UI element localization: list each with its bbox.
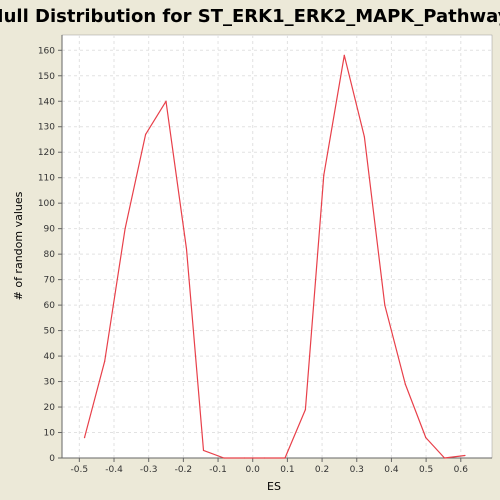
y-tick-label: 70	[44, 276, 56, 286]
y-tick-label: 90	[44, 225, 56, 235]
data-point	[404, 383, 406, 385]
data-point	[363, 136, 365, 138]
x-tick-label: -0.1	[209, 465, 227, 475]
x-tick-label: 0.0	[246, 465, 261, 475]
data-point	[304, 408, 307, 411]
data-point	[202, 449, 205, 451]
series-line	[83, 54, 466, 459]
data-point	[425, 437, 427, 439]
y-tick-label: 160	[38, 46, 55, 56]
axis-layer: 0 10 20 30 40 50 60 70 80 90 100 110 120 130 140 150 160…	[38, 35, 492, 475]
y-tick-label: 40	[44, 352, 56, 362]
x-tick-label: -0.2	[175, 465, 193, 475]
y-tick-label: 130	[38, 123, 55, 133]
data-point	[124, 228, 126, 230]
x-tick-label: 0.2	[315, 465, 329, 475]
data-point	[83, 437, 86, 439]
y-tick-label: 20	[44, 403, 56, 413]
x-tick-label: 0.1	[280, 465, 294, 475]
y-tick-label: 140	[38, 97, 55, 107]
data-point	[323, 174, 325, 176]
data-point	[243, 457, 246, 459]
data-point	[284, 457, 286, 459]
data-point	[104, 360, 106, 362]
data-point	[263, 457, 266, 459]
grid-layer	[62, 35, 492, 459]
data-point	[165, 100, 167, 102]
chart-title: Null Distribution for ST_ERK1_ERK2_MAPK_…	[0, 6, 500, 27]
y-tick-label: 30	[44, 378, 56, 388]
series-layer	[83, 54, 466, 459]
y-tick-label: 80	[44, 250, 56, 260]
y-tick-label: 10	[44, 429, 56, 439]
x-tick-label: 0.5	[419, 465, 433, 475]
data-point	[464, 454, 466, 457]
x-tick-label: -0.5	[71, 465, 89, 475]
data-point	[384, 304, 386, 306]
y-tick-label: 0	[49, 454, 55, 464]
y-tick-label: 50	[44, 327, 56, 337]
data-point	[223, 457, 225, 459]
x-tick-label: -0.4	[105, 465, 123, 475]
data-point	[144, 133, 147, 135]
data-point	[185, 248, 188, 250]
y-tick-label: 120	[38, 148, 55, 158]
y-tick-label: 110	[38, 174, 55, 184]
x-tick-label: 0.4	[384, 465, 399, 475]
x-tick-label: 0.6	[454, 465, 469, 475]
y-tick-label: 150	[38, 72, 55, 82]
data-point	[443, 457, 446, 459]
y-tick-label: 60	[44, 301, 56, 311]
x-tick-label: 0.3	[350, 465, 364, 475]
plot-area	[61, 34, 493, 459]
y-axis-label: # of random values	[12, 191, 25, 300]
data-point	[343, 54, 345, 56]
y-tick-label: 100	[38, 199, 55, 209]
x-axis-label: ES	[267, 480, 281, 493]
x-tick-label: -0.3	[140, 465, 158, 475]
